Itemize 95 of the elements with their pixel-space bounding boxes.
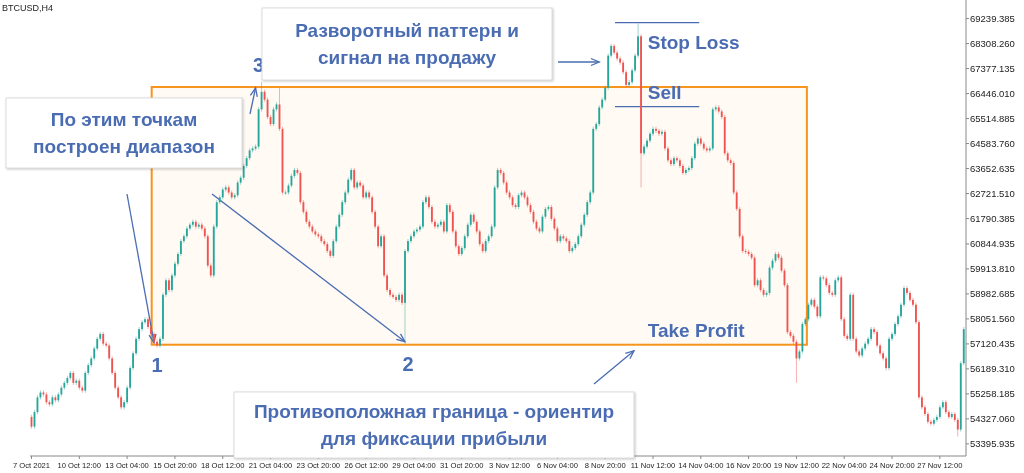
candlestick [386, 272, 388, 293]
y-tick-label: 57120.435 [970, 338, 1015, 350]
candlestick [171, 272, 173, 293]
candlestick [672, 155, 675, 167]
candlestick [631, 67, 634, 85]
candlestick [687, 165, 690, 173]
candlestick [156, 339, 158, 349]
candlestick [888, 336, 890, 371]
candlestick [646, 138, 648, 150]
candlestick [389, 287, 391, 298]
candlestick [885, 355, 887, 371]
candlestick [159, 336, 161, 349]
candlestick [395, 294, 397, 303]
candlestick [138, 326, 140, 342]
candlestick [675, 155, 678, 163]
annotation: 2 [402, 352, 414, 375]
candlestick [900, 302, 902, 319]
chart-title: BTCUSD,H4 [2, 3, 54, 13]
candlestick [891, 331, 893, 342]
band-label: Take Profit [647, 319, 746, 341]
candlestick [153, 331, 155, 345]
y-tick-label: 68308.260 [970, 38, 1015, 50]
ref-line-label: Sell [647, 81, 682, 103]
y-tick-label: 62721.510 [970, 188, 1015, 200]
candlestick [176, 251, 179, 267]
candlestick [173, 261, 176, 279]
candlestick [427, 194, 430, 210]
candlestick [921, 394, 923, 410]
candlestick [684, 167, 687, 176]
candlestick [634, 52, 636, 74]
candlestick [912, 297, 914, 308]
candlestick [401, 292, 403, 306]
candlestick [392, 292, 394, 300]
candlestick [926, 411, 929, 425]
candlestick [419, 223, 421, 233]
candlestick [664, 129, 666, 152]
candlestick [667, 145, 669, 163]
candlestick [929, 419, 932, 427]
candlestick [923, 404, 926, 417]
candlestick [903, 285, 905, 308]
candlestick [407, 238, 409, 254]
ref-line-label: Stop Loss [647, 31, 740, 53]
candlestick [897, 313, 899, 327]
candlestick [150, 324, 152, 337]
candlestick [658, 128, 660, 137]
y-tick-label: 58051.560 [970, 313, 1015, 325]
candlestick [932, 417, 935, 427]
candlestick [439, 219, 442, 228]
candlestick [935, 414, 938, 423]
candlestick [655, 126, 657, 134]
candlestick [380, 233, 383, 249]
candlestick [879, 342, 882, 356]
candlestick [147, 316, 149, 330]
annotation: Разворотный паттерн и сигнал на продажу [295, 20, 519, 68]
candlestick [398, 292, 400, 303]
candlestick [822, 274, 825, 282]
candlestick [649, 131, 651, 144]
y-tick-label: 61790.385 [970, 213, 1015, 225]
candlestick [661, 129, 663, 137]
y-tick-label: 65514.885 [970, 113, 1015, 125]
y-tick-label: 66446.010 [970, 88, 1015, 100]
candlestick [652, 126, 654, 137]
candlestick [643, 143, 645, 156]
y-tick-label: 63652.635 [970, 163, 1015, 175]
y-tick-label: 69239.385 [970, 13, 1015, 25]
y-tick-label: 54327.060 [970, 413, 1015, 425]
candlestick [168, 277, 170, 293]
candlestick [132, 350, 135, 371]
candlestick [619, 55, 622, 66]
candlestick [144, 316, 146, 325]
candlestick [873, 326, 876, 335]
candlestick [909, 290, 911, 303]
candlestick [424, 194, 427, 205]
y-tick-label: 60844.935 [970, 238, 1015, 250]
candlestick [628, 79, 631, 88]
y-tick-label: 59913.810 [970, 263, 1015, 275]
candlestick [915, 302, 917, 325]
y-tick-label: 53395.935 [970, 438, 1015, 450]
y-tick-label: 58982.685 [970, 288, 1015, 300]
candlestick [882, 350, 885, 362]
candlestick [410, 233, 412, 244]
y-tick-label: 64583.760 [970, 138, 1015, 150]
candlestick [637, 22, 639, 59]
candlestick [670, 157, 672, 167]
candlestick [135, 336, 137, 356]
candlestick [141, 319, 143, 332]
candlestick [413, 228, 415, 239]
y-tick-label: 55258.185 [970, 388, 1015, 400]
annotation: 1 [151, 353, 163, 376]
candlestick [165, 277, 167, 298]
candlestick [906, 285, 908, 296]
candlestick [436, 222, 439, 230]
y-tick-label: 67377.135 [970, 63, 1015, 75]
y-tick-label: 56189.310 [970, 363, 1015, 375]
candlestick [894, 321, 896, 337]
